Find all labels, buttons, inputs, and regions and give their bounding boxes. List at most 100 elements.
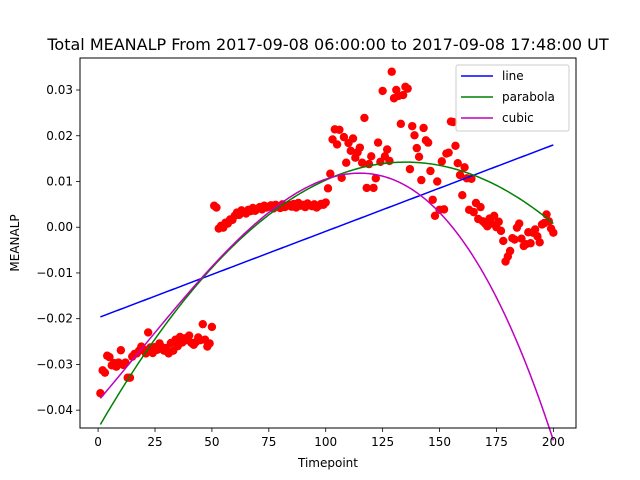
- observation-point: [396, 119, 406, 129]
- observation-point: [360, 113, 369, 123]
- observation-point: [444, 148, 453, 157]
- observation-point: [419, 123, 428, 133]
- chart-title: Total MEANALP From 2017-09-08 06:00:00 t…: [46, 35, 608, 54]
- y-axis-ticks: −0.04 −0.03 −0.02 −0.01 0.00 0.01 0.02 0.03: [36, 83, 80, 417]
- observation-point: [398, 90, 408, 100]
- legend-frame: [455, 64, 570, 132]
- observation-point: [326, 169, 335, 178]
- observation-point: [496, 226, 506, 236]
- observation-point: [321, 198, 330, 207]
- x-tick-label: 25: [147, 435, 162, 449]
- observation-point: [505, 246, 515, 256]
- y-tick-label: 0.02: [46, 129, 73, 143]
- x-tick-label: 100: [314, 435, 337, 449]
- observation-point: [526, 239, 535, 248]
- observation-point: [371, 174, 380, 183]
- y-tick-label: 0.00: [46, 220, 73, 234]
- observation-point: [387, 67, 396, 76]
- x-tick-label: 200: [542, 435, 565, 449]
- observation-point: [449, 117, 458, 127]
- observation-point: [367, 152, 376, 161]
- observation-point: [100, 368, 110, 377]
- observation-point: [335, 125, 344, 134]
- series-cubic-line: [99, 172, 555, 441]
- axes-frame: [79, 57, 577, 429]
- observation-point: [408, 121, 417, 131]
- legend: line parabola cubic: [455, 64, 570, 132]
- observation-point: [469, 207, 478, 217]
- observation-point: [549, 228, 558, 237]
- observation-point: [373, 138, 383, 147]
- observation-point: [494, 217, 503, 226]
- observation-point: [207, 322, 217, 332]
- observation-point: [426, 166, 435, 176]
- observation-point: [489, 211, 499, 220]
- x-tick-label: 125: [371, 435, 394, 449]
- observation-point: [403, 84, 412, 93]
- observation-point: [544, 217, 553, 226]
- y-tick-label: −0.03: [36, 357, 73, 371]
- y-tick-label: −0.02: [36, 312, 73, 326]
- observation-point: [433, 177, 442, 186]
- observation-point: [439, 205, 449, 214]
- observation-point: [430, 211, 440, 220]
- observation-point: [378, 86, 387, 96]
- fit-curves: [99, 144, 555, 441]
- observation-point: [143, 328, 153, 337]
- x-tick-label: 175: [485, 435, 508, 449]
- x-axis-label: Timepoint: [297, 456, 358, 470]
- observation-point: [515, 219, 524, 228]
- observation-point: [332, 140, 342, 149]
- observation-point: [410, 131, 419, 140]
- observation-point: [342, 158, 351, 167]
- x-tick-label: 150: [428, 435, 451, 449]
- observation-point: [198, 319, 207, 329]
- observation-point: [355, 143, 365, 152]
- observation-point: [346, 146, 355, 156]
- observation-point: [451, 141, 460, 151]
- x-axis-ticks: 0 25 50 75 100 125 150 175 200: [94, 428, 565, 449]
- y-tick-label: 0.01: [46, 174, 73, 188]
- observation-point: [357, 158, 367, 167]
- observation-point: [205, 339, 214, 348]
- observation-point: [460, 163, 469, 172]
- x-tick-label: 75: [261, 435, 276, 449]
- observation-point: [453, 158, 462, 168]
- observation-point: [428, 195, 437, 204]
- y-tick-label: −0.04: [36, 403, 73, 417]
- series-line-line: [100, 144, 554, 318]
- observation-point: [212, 203, 221, 212]
- legend-label-line: line: [502, 69, 524, 83]
- observation-point: [339, 132, 349, 142]
- observation-point: [105, 352, 114, 362]
- y-tick-label: 0.03: [46, 83, 73, 97]
- observation-point: [417, 175, 426, 185]
- observation-point: [96, 389, 105, 398]
- observation-point: [458, 191, 467, 200]
- plot-area: [96, 67, 558, 441]
- observation-point: [362, 183, 371, 193]
- observation-point: [499, 236, 508, 246]
- legend-label-cubic: cubic: [502, 111, 534, 125]
- observation-point: [116, 346, 126, 355]
- observation-point: [530, 225, 540, 234]
- observation-point: [323, 184, 333, 193]
- observation-point: [414, 152, 424, 161]
- observation-point: [423, 138, 433, 147]
- observation-point: [476, 202, 485, 212]
- observation-point: [348, 134, 358, 143]
- observation-point: [369, 183, 378, 193]
- x-tick-label: 0: [94, 435, 102, 449]
- y-axis-label: MEANALP: [8, 214, 22, 271]
- observation-point: [405, 164, 415, 174]
- observation-point: [437, 157, 447, 166]
- legend-label-parabola: parabola: [502, 90, 555, 104]
- observation-point: [184, 331, 194, 340]
- x-tick-label: 50: [204, 435, 219, 449]
- observation-point: [535, 238, 544, 247]
- observation-point: [510, 235, 519, 244]
- y-tick-label: −0.01: [36, 266, 73, 280]
- observation-point: [382, 145, 392, 154]
- observation-point: [412, 143, 421, 153]
